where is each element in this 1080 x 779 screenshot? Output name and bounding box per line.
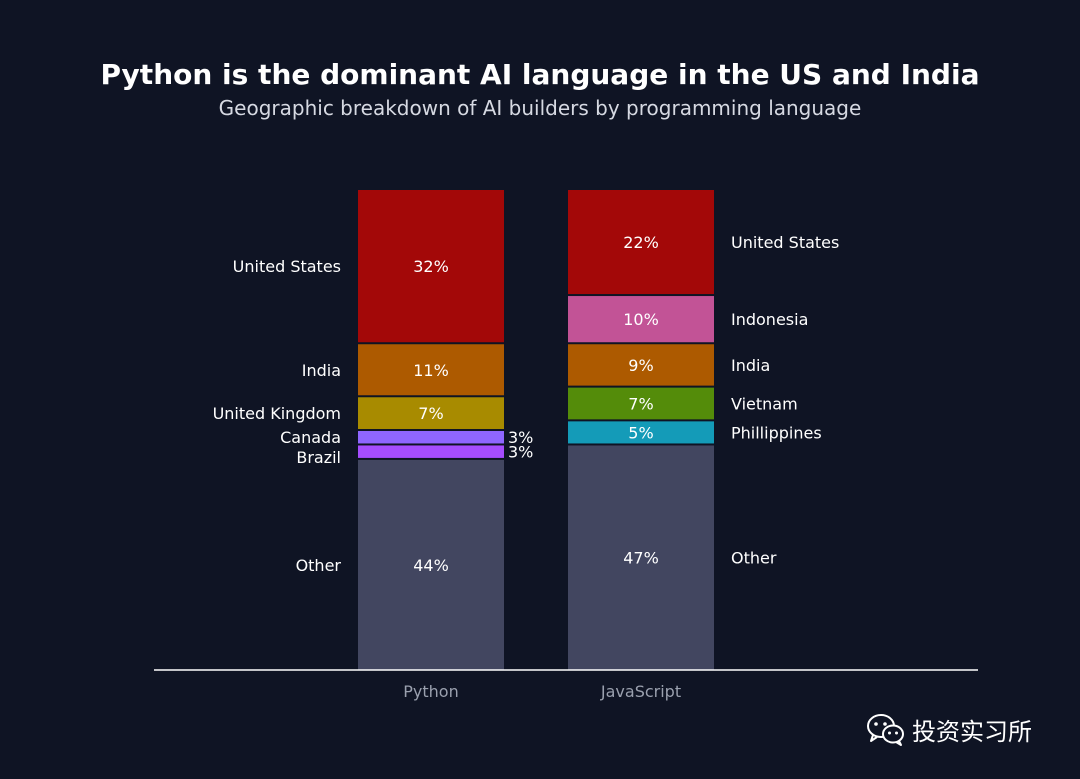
- country-label-javascript-vietnam: Vietnam: [731, 394, 798, 413]
- country-label-python-other: Other: [296, 556, 342, 575]
- country-label-python-united-states: United States: [233, 257, 341, 276]
- value-label-javascript-indonesia: 10%: [623, 310, 659, 329]
- value-label-javascript-vietnam: 7%: [628, 394, 653, 413]
- wechat-icon: [866, 713, 906, 747]
- bar-python-brazil: [358, 445, 504, 457]
- value-label-javascript-other: 47%: [623, 549, 659, 568]
- country-label-javascript-indonesia: Indonesia: [731, 310, 808, 329]
- country-label-javascript-phillippines: Phillippines: [731, 423, 822, 442]
- country-label-javascript-united-states: United States: [731, 233, 839, 252]
- bars-group: 44%3%3%7%11%32%United StatesIndiaUnited …: [213, 190, 840, 670]
- country-label-python-united-kingdom: United Kingdom: [213, 404, 341, 423]
- chart-subtitle: Geographic breakdown of AI builders by p…: [219, 96, 862, 120]
- value-label-javascript-india: 9%: [628, 356, 653, 375]
- value-label-python-united-states: 32%: [413, 257, 449, 276]
- country-label-python-canada: Canada: [280, 428, 341, 447]
- watermark: 投资实习所: [866, 712, 1032, 747]
- country-label-javascript-india: India: [731, 356, 770, 375]
- watermark-text: 投资实习所: [912, 712, 1032, 747]
- category-label-python: Python: [403, 682, 458, 701]
- value-label-python-canada: 3%: [508, 428, 533, 447]
- category-labels: Python JavaScript: [403, 682, 681, 701]
- bar-python-canada: [358, 431, 504, 443]
- value-label-python-other: 44%: [413, 556, 449, 575]
- value-label-javascript-united-states: 22%: [623, 233, 659, 252]
- chart-title: Python is the dominant AI language in th…: [101, 58, 980, 91]
- country-label-python-brazil: Brazil: [296, 448, 341, 467]
- country-label-javascript-other: Other: [731, 549, 777, 568]
- category-label-javascript: JavaScript: [600, 682, 681, 701]
- value-label-python-india: 11%: [413, 361, 449, 380]
- value-label-python-united-kingdom: 7%: [418, 404, 443, 423]
- country-label-python-india: India: [302, 361, 341, 380]
- value-label-javascript-phillippines: 5%: [628, 423, 653, 442]
- stacked-bar-chart: Python is the dominant AI language in th…: [0, 0, 1080, 779]
